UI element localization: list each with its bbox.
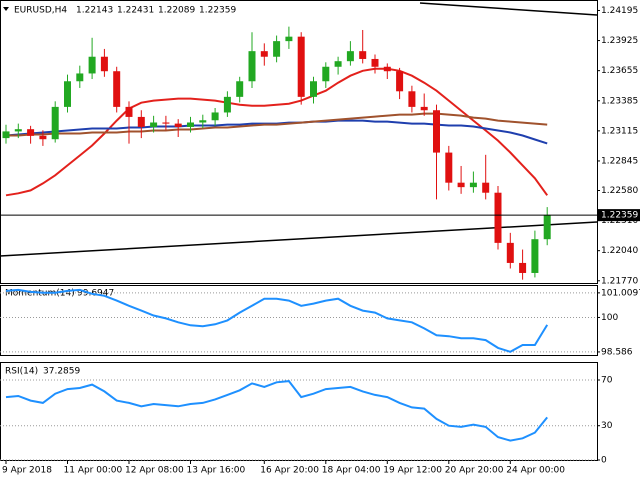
momentum-panel xyxy=(0,285,598,356)
y-tick-label: 98.586 xyxy=(601,347,633,357)
candle-body xyxy=(113,71,121,107)
y-tick-label: 1.23115 xyxy=(601,126,638,136)
candle-body xyxy=(137,116,145,127)
candle-body xyxy=(211,112,219,121)
candle-body xyxy=(531,239,539,273)
symbol-title: EURUSD,H4 xyxy=(14,6,67,16)
high-value: 1.22431 xyxy=(117,6,154,16)
indicator-line xyxy=(5,288,549,353)
candle-body xyxy=(494,192,502,243)
candle-body xyxy=(236,81,244,97)
candle-body xyxy=(162,122,170,124)
y-tick-label: 100 xyxy=(601,313,618,323)
candle-body xyxy=(260,51,268,57)
candle-body xyxy=(543,215,551,240)
candle-body xyxy=(408,91,416,107)
candle-body xyxy=(469,182,477,188)
candle-body xyxy=(39,135,47,140)
x-tick-label: 12 Apr 08:00 xyxy=(125,466,184,476)
moving-average xyxy=(5,67,549,197)
y-tick-label: 101.0097 xyxy=(601,288,640,298)
candle-body xyxy=(433,110,440,153)
indicator-title: RSI(14) xyxy=(5,367,38,377)
main-panel xyxy=(0,0,598,284)
candle-body xyxy=(359,51,367,59)
moving-average xyxy=(6,112,548,137)
x-tick-label: 9 Apr 2018 xyxy=(2,466,52,476)
price-tag xyxy=(598,209,640,222)
open-value: 1.22143 xyxy=(76,6,113,16)
y-tick-label: 1.24195 xyxy=(601,6,638,16)
candle-body xyxy=(482,182,490,193)
candle-body xyxy=(285,36,293,42)
candle-body xyxy=(223,96,231,113)
candle-body xyxy=(334,61,342,67)
candle-body xyxy=(125,106,133,117)
y-tick-label: 1.23655 xyxy=(601,66,638,76)
price-tag-label: 1.22359 xyxy=(601,211,638,221)
y-tick-label: 1.22845 xyxy=(601,156,638,166)
candle-body xyxy=(457,182,465,188)
trend-line xyxy=(419,2,598,16)
candle-body xyxy=(150,122,158,127)
low-value: 1.22089 xyxy=(158,6,195,16)
rsi-panel xyxy=(0,362,598,461)
candle-body xyxy=(100,56,108,72)
candle-body xyxy=(273,41,281,57)
candle-body xyxy=(2,131,10,139)
y-tick-label: 30 xyxy=(601,421,613,431)
candle-body xyxy=(396,71,404,92)
y-tick-label: 1.22040 xyxy=(601,246,638,256)
candle-body xyxy=(506,242,514,263)
candle-body xyxy=(248,51,256,82)
y-tick-label: 1.21770 xyxy=(601,276,638,286)
candle-body xyxy=(51,106,59,140)
candle-body xyxy=(76,73,84,82)
candle-body xyxy=(322,66,330,82)
candle-body xyxy=(88,56,96,74)
x-tick-label: 24 Apr 00:00 xyxy=(506,466,565,476)
candle-body xyxy=(420,106,428,111)
candle-body xyxy=(14,129,22,132)
candle-body xyxy=(310,81,317,97)
candle-body xyxy=(297,36,305,97)
candle-body xyxy=(27,129,35,136)
x-tick-label: 19 Apr 12:00 xyxy=(383,466,442,476)
x-tick-label: 11 Apr 00:00 xyxy=(64,466,123,476)
x-tick-label: 18 Apr 04:00 xyxy=(322,466,381,476)
indicator-line xyxy=(5,380,548,442)
close-value: 1.22359 xyxy=(199,6,236,16)
candle-body xyxy=(199,120,207,123)
y-tick-label: 0 xyxy=(601,456,607,466)
indicator-value: 37.2859 xyxy=(43,367,80,377)
x-tick-label: 20 Apr 20:00 xyxy=(445,466,504,476)
candle-body xyxy=(519,262,527,273)
y-tick-label: 1.23385 xyxy=(601,96,638,106)
collapse-icon xyxy=(3,7,9,11)
y-tick-label: 70 xyxy=(601,376,613,386)
candle-body xyxy=(64,81,71,107)
x-tick-label: 13 Apr 16:00 xyxy=(187,466,246,476)
candle-body xyxy=(371,58,379,67)
candle-body xyxy=(346,51,354,62)
candle-body xyxy=(383,66,391,72)
y-tick-label: 1.23925 xyxy=(601,36,638,46)
y-tick-label: 1.22580 xyxy=(601,186,638,196)
x-tick-label: 16 Apr 20:00 xyxy=(260,466,319,476)
candle-body xyxy=(445,152,453,183)
candle-body xyxy=(174,123,182,127)
candle-body xyxy=(187,122,194,127)
